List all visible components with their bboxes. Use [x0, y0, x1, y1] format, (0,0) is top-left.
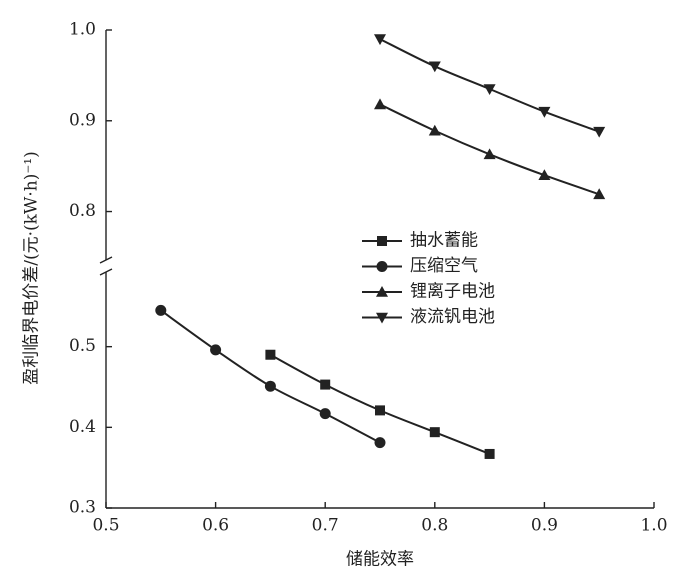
marker [320, 379, 331, 390]
y-tick-label: 0.4 [69, 417, 96, 437]
marker [374, 34, 386, 46]
x-tick-label: 0.6 [202, 516, 229, 536]
marker [210, 344, 222, 356]
marker [374, 98, 386, 110]
y-axis-label: 盈利临界电价差/(元·(kW·h)⁻¹) [22, 151, 42, 385]
marker [264, 380, 276, 392]
x-tick-label: 1.0 [640, 516, 667, 536]
x-tick-label: 0.7 [312, 516, 339, 536]
axis-break [99, 268, 113, 276]
marker [483, 84, 496, 95]
marker [593, 188, 606, 200]
y-tick-label: 0.9 [69, 110, 96, 130]
y-tick-label: 0.8 [69, 201, 96, 221]
legend-label: 锂离子电池 [410, 282, 495, 302]
marker [374, 437, 386, 449]
legend-marker [376, 312, 388, 324]
marker [428, 61, 441, 73]
x-tick-label: 0.5 [92, 516, 119, 536]
x-tick-label: 0.8 [421, 516, 448, 536]
marker [593, 126, 606, 138]
legend-label: 压缩空气 [410, 256, 478, 276]
marker [265, 349, 276, 360]
marker [538, 106, 551, 118]
legend-marker [376, 286, 388, 297]
x-tick-label: 0.9 [531, 516, 558, 536]
legend-marker [376, 261, 388, 272]
legend-label: 抽水蓄能 [410, 231, 478, 251]
marker [538, 169, 551, 181]
marker [319, 408, 331, 420]
y-tick-label: 0.5 [69, 336, 96, 356]
x-axis-label: 储能效率 [346, 550, 414, 570]
marker [155, 304, 167, 316]
marker [375, 405, 385, 416]
marker [483, 148, 496, 160]
marker [428, 124, 441, 136]
y-tick-label: 0.3 [69, 498, 96, 518]
legend-marker [377, 236, 387, 246]
axis-break [99, 256, 113, 264]
series-line [160, 309, 381, 444]
y-tick-label: 1.0 [69, 20, 96, 40]
marker [484, 448, 495, 459]
marker [429, 427, 440, 438]
legend-label: 液流钒电池 [410, 307, 495, 327]
